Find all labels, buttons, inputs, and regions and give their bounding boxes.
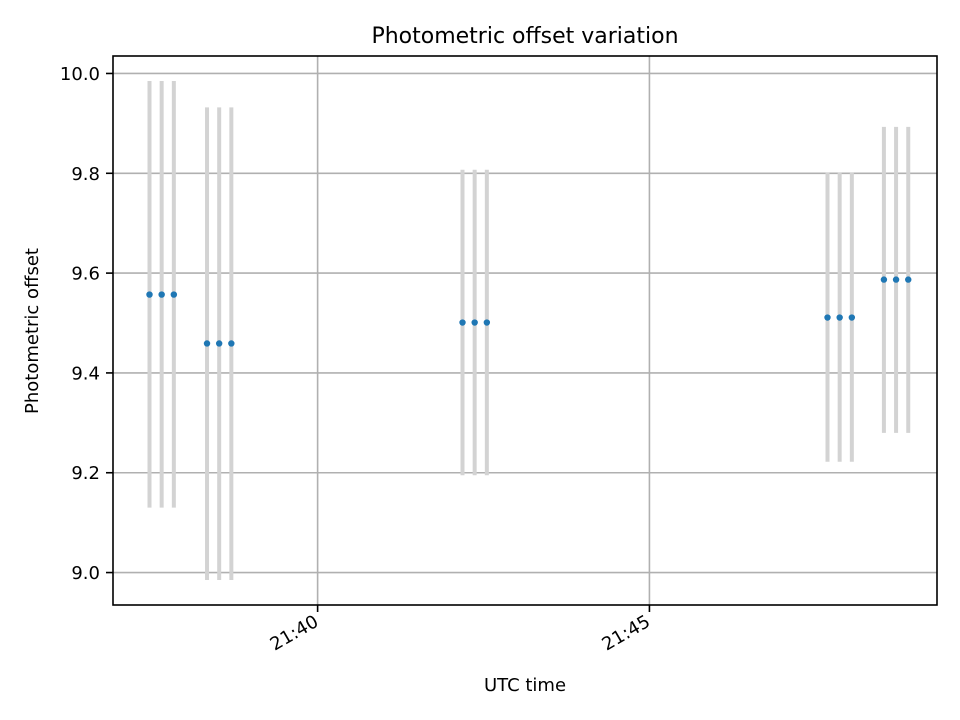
plot-frame xyxy=(112,55,938,606)
error-bars xyxy=(147,80,911,581)
data-point xyxy=(158,291,165,298)
data-point xyxy=(471,319,478,326)
y-axis-label: Photometric offset xyxy=(22,248,43,414)
data-point xyxy=(483,319,491,326)
data-points xyxy=(146,276,912,347)
data-point xyxy=(146,291,153,298)
x-axis-ticks: 21:40 21:45 xyxy=(267,605,654,655)
y-tick-label: 9.2 xyxy=(71,463,100,484)
y-tick-label: 9.8 xyxy=(71,164,100,185)
y-axis-ticks: 9.0 9.2 9.4 9.6 9.8 10.0 xyxy=(60,64,113,584)
chart-title: Photometric offset variation xyxy=(371,24,678,49)
y-tick-label: 9.0 xyxy=(71,563,100,584)
data-point xyxy=(892,276,900,283)
data-point xyxy=(848,314,856,321)
y-tick-label: 9.6 xyxy=(71,264,100,285)
data-point xyxy=(459,319,466,326)
x-tick-label: 21:45 xyxy=(599,611,654,655)
data-point xyxy=(170,291,178,298)
data-point xyxy=(836,314,843,321)
data-point xyxy=(203,340,211,347)
data-point xyxy=(228,340,235,347)
data-point xyxy=(215,340,223,347)
y-tick-label: 10.0 xyxy=(60,64,100,85)
y-tick-label: 9.4 xyxy=(71,363,100,384)
x-axis-label: UTC time xyxy=(484,675,566,696)
data-point xyxy=(880,276,888,283)
grid xyxy=(113,56,937,605)
data-point xyxy=(905,276,912,283)
x-tick-label: 21:40 xyxy=(267,611,322,655)
data-point xyxy=(824,314,831,321)
